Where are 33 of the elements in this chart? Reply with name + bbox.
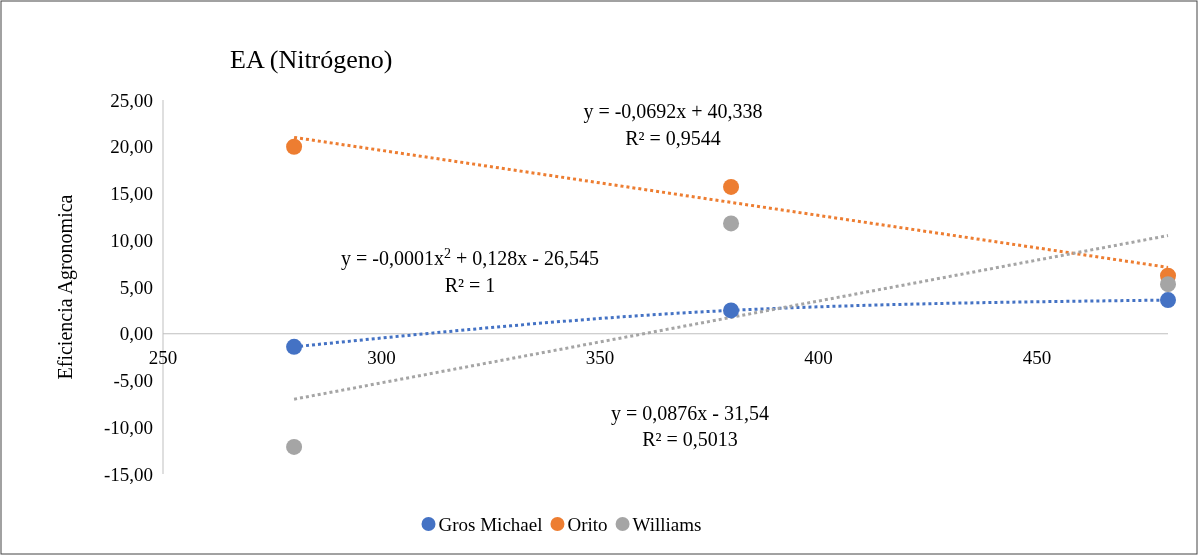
point (723, 302, 740, 319)
point (1160, 276, 1176, 293)
annotation: y = -0,0001x$^{2}$ + 0,128x - 26,545 (341, 245, 599, 270)
y-tick-label: 5,00 (119, 276, 153, 298)
x-tick-label: 350 (585, 346, 615, 368)
legend-label: Williams (632, 513, 702, 535)
legend-label: Orito (567, 513, 608, 535)
annotation: R² = 1 (444, 274, 496, 296)
point (286, 138, 303, 155)
y-tick-label: -10,00 (103, 416, 153, 438)
y-tick-label: 10,00 (110, 229, 153, 251)
x-tick-label: 450 (1022, 346, 1052, 368)
point (286, 338, 303, 355)
y-tick-label: 25,00 (110, 89, 153, 111)
y-tick-label: 15,00 (110, 183, 153, 205)
x-tick-label: 300 (367, 346, 396, 368)
x-tick-label: 400 (804, 346, 833, 368)
point (723, 215, 740, 232)
chart-title: EA (Nitrógeno) (230, 45, 393, 74)
annotation: y = -0,0692x + 40,338 (583, 100, 763, 123)
x-tick-label: 250 (148, 346, 178, 368)
y-tick-label: 20,00 (110, 136, 153, 158)
y-axis-title: Eficiencia Agronomica (54, 194, 77, 380)
y-tick-label: 0,00 (119, 323, 153, 345)
annotation: R² = 0,5013 (642, 428, 738, 450)
y-tick-label: -15,00 (103, 463, 153, 485)
annotation: y = 0,0876x - 31,54 (611, 402, 769, 425)
y-tick-label: -5,00 (113, 370, 153, 392)
legend-label: Gros Michael (438, 513, 543, 535)
point (286, 438, 303, 455)
point (1160, 292, 1176, 309)
annotation: R² = 0,9544 (625, 127, 721, 149)
point (723, 178, 740, 195)
